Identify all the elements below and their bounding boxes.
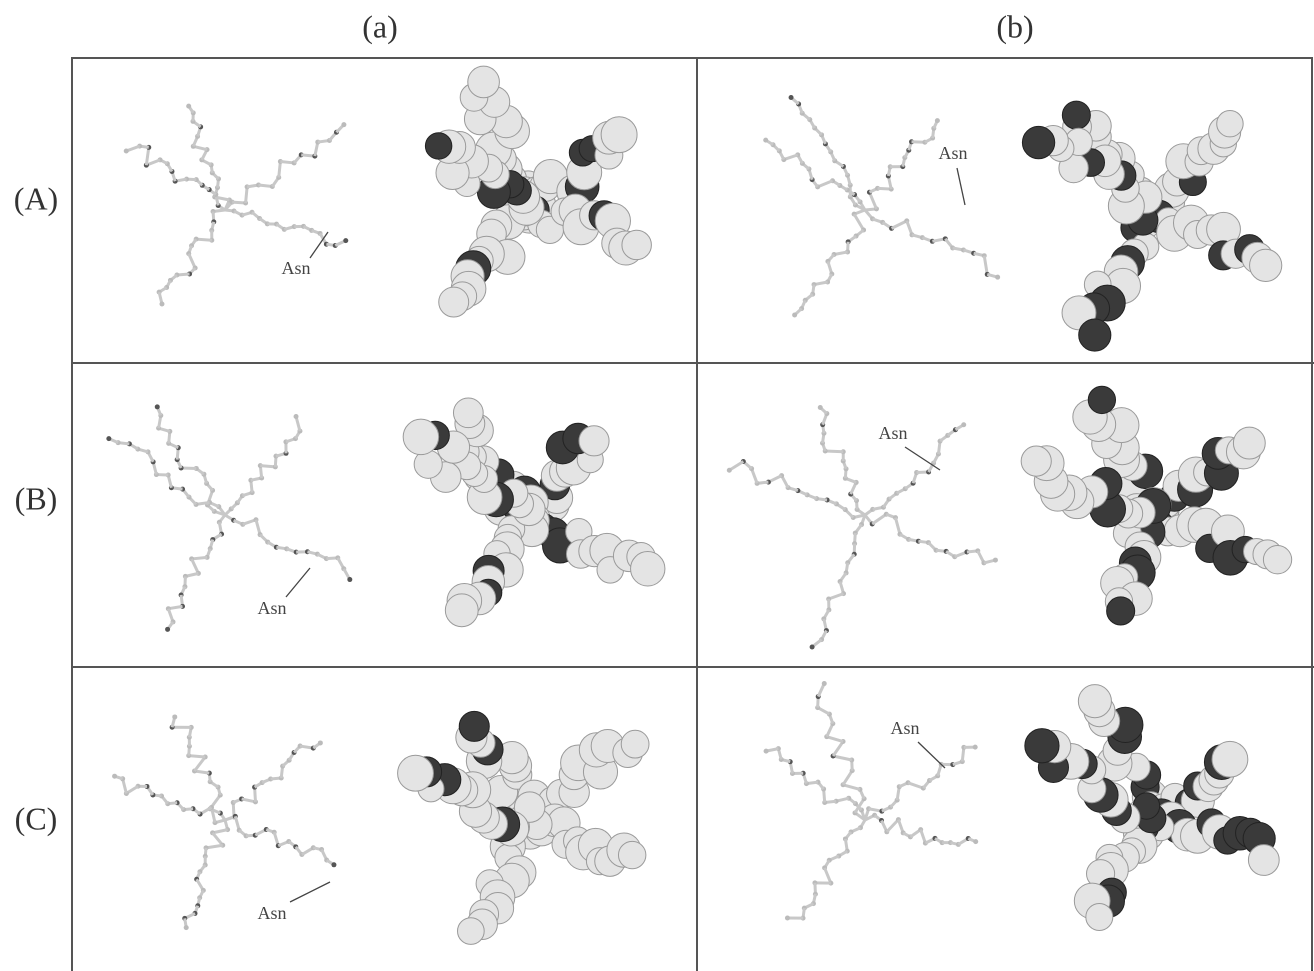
atom bbox=[124, 149, 129, 154]
atom-sphere bbox=[621, 730, 649, 758]
bond bbox=[825, 451, 843, 452]
atom-sphere bbox=[398, 755, 434, 791]
atom-sphere bbox=[445, 594, 478, 627]
atom bbox=[165, 627, 170, 632]
atom-sphere bbox=[1233, 427, 1265, 459]
atom bbox=[343, 238, 348, 243]
atom bbox=[973, 745, 978, 750]
atom bbox=[318, 740, 323, 745]
atom bbox=[995, 275, 1000, 280]
atom bbox=[993, 558, 998, 563]
row-label: (A) bbox=[14, 180, 58, 216]
annotation: Asn bbox=[890, 718, 919, 738]
atom bbox=[792, 312, 797, 317]
atom bbox=[961, 422, 966, 427]
atom-sphere bbox=[403, 419, 438, 454]
atom-sphere bbox=[1088, 386, 1115, 413]
atom bbox=[764, 749, 769, 754]
atom bbox=[331, 862, 336, 867]
atom bbox=[112, 774, 117, 779]
column-label: (b) bbox=[996, 8, 1033, 44]
atom bbox=[294, 414, 299, 419]
atom bbox=[155, 404, 160, 409]
atom-sphere bbox=[622, 230, 651, 259]
atom-sphere bbox=[579, 426, 609, 456]
atom bbox=[186, 104, 191, 109]
annotation: Asn bbox=[938, 143, 967, 163]
atom bbox=[341, 122, 346, 127]
atom bbox=[172, 714, 177, 719]
atom-sphere bbox=[1250, 249, 1282, 281]
atom-sphere bbox=[459, 711, 489, 741]
atom bbox=[106, 436, 111, 441]
atom-sphere bbox=[1217, 110, 1243, 136]
atom bbox=[789, 95, 794, 100]
atom-sphere bbox=[631, 552, 665, 586]
row-label: (B) bbox=[15, 480, 58, 516]
atom-sphere bbox=[1078, 685, 1111, 718]
atom-sphere bbox=[1062, 101, 1090, 129]
row-label: (C) bbox=[15, 800, 58, 836]
atom-sphere bbox=[425, 133, 451, 159]
atom-sphere bbox=[468, 66, 500, 98]
atom-sphere bbox=[1248, 845, 1279, 876]
atom bbox=[727, 468, 732, 473]
atom bbox=[810, 644, 815, 649]
atom-sphere bbox=[1025, 729, 1059, 763]
annotation: Asn bbox=[257, 903, 286, 923]
atom bbox=[973, 839, 978, 844]
atom-sphere bbox=[1086, 903, 1113, 930]
figure: (a) (b) (A) (B) (C) Asn Asn Asn Asn Asn … bbox=[0, 0, 1314, 971]
atom-sphere bbox=[1263, 546, 1291, 574]
atom bbox=[763, 138, 768, 143]
atom-sphere bbox=[618, 841, 645, 868]
annotation: Asn bbox=[257, 598, 286, 618]
atom bbox=[159, 301, 164, 306]
atom-sphere bbox=[601, 117, 637, 153]
column-label: (a) bbox=[362, 8, 398, 44]
atom-sphere bbox=[1212, 741, 1248, 777]
atom-sphere bbox=[458, 918, 485, 945]
atom bbox=[347, 577, 352, 582]
atom-sphere bbox=[1021, 446, 1051, 476]
atom bbox=[822, 681, 827, 686]
atom bbox=[184, 925, 189, 930]
atom bbox=[785, 916, 790, 921]
annotation: Asn bbox=[878, 423, 907, 443]
atom-sphere bbox=[453, 398, 483, 428]
atom-sphere bbox=[1079, 319, 1111, 351]
atom-sphere bbox=[439, 287, 469, 317]
atom bbox=[935, 118, 940, 123]
annotation: Asn bbox=[281, 258, 310, 278]
atom-sphere bbox=[1107, 597, 1135, 625]
atom bbox=[818, 405, 823, 410]
atom-sphere bbox=[1022, 126, 1054, 158]
